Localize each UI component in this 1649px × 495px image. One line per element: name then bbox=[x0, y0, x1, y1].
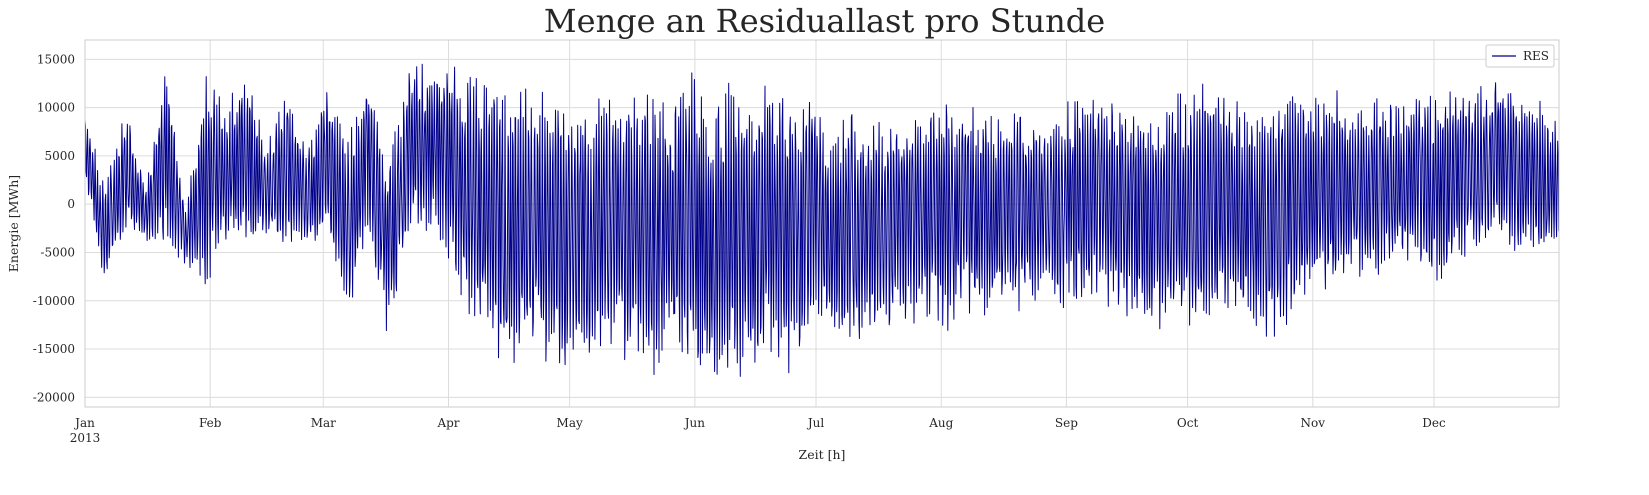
y-tick-label: -15000 bbox=[33, 342, 75, 356]
y-tick-label: 10000 bbox=[37, 101, 75, 115]
x-tick-label: Mar bbox=[311, 416, 336, 430]
x-tick-label: Feb bbox=[199, 416, 222, 430]
x-tick-label: Jul bbox=[806, 416, 825, 430]
x-year-label: 2013 bbox=[70, 431, 101, 445]
legend-box bbox=[1485, 44, 1555, 68]
chart-title: Menge an Residuallast pro Stunde bbox=[543, 2, 1106, 40]
x-tick-label: Jan bbox=[73, 416, 95, 430]
y-tick-label: 15000 bbox=[37, 52, 75, 66]
y-tick-labels: 15000 10000 5000 0 -5000 -10000 -15000 -20000 bbox=[33, 52, 75, 404]
x-tick-label: Nov bbox=[1301, 416, 1326, 430]
legend-label-res: RES bbox=[1523, 49, 1549, 63]
legend: RES bbox=[1485, 44, 1555, 68]
y-tick-label: -5000 bbox=[40, 245, 75, 259]
y-tick-label: -10000 bbox=[33, 294, 75, 308]
y-tick-label: 5000 bbox=[44, 149, 75, 163]
y-tick-label: 0 bbox=[67, 197, 75, 211]
x-tick-label: Oct bbox=[1177, 416, 1199, 430]
x-tick-label: Jun bbox=[683, 416, 706, 430]
x-tick-labels: Jan Feb Mar Apr May Jun Jul Aug Sep Oct Nov Dec bbox=[73, 416, 1446, 430]
x-tick-label: Sep bbox=[1055, 416, 1078, 430]
series-line-res bbox=[84, 63, 1560, 377]
x-tick-label: Aug bbox=[928, 416, 953, 430]
series-layer bbox=[84, 63, 1560, 377]
y-tick-label: -20000 bbox=[33, 390, 75, 404]
x-tick-label: Apr bbox=[436, 416, 459, 430]
plot-frame bbox=[84, 39, 1560, 408]
x-axis-label: Zeit [h] bbox=[799, 447, 846, 462]
x-tick-label: Dec bbox=[1422, 416, 1446, 430]
y-axis-label: Energie [MWh] bbox=[6, 175, 21, 272]
x-tick-label: May bbox=[557, 416, 583, 430]
